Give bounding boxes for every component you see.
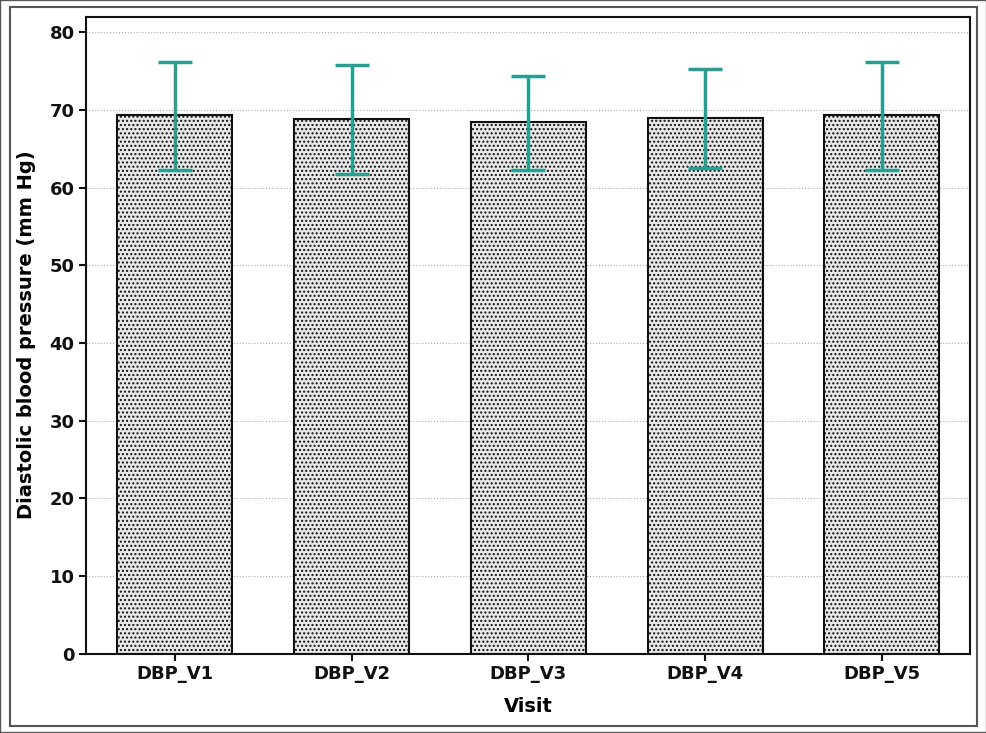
Bar [647, 118, 762, 654]
Bar [294, 119, 408, 654]
Bar [470, 122, 586, 654]
Bar [117, 115, 232, 654]
Bar [823, 115, 939, 654]
Y-axis label: Diastolic blood pressure (mm Hg): Diastolic blood pressure (mm Hg) [17, 151, 35, 520]
X-axis label: Visit: Visit [504, 697, 552, 716]
